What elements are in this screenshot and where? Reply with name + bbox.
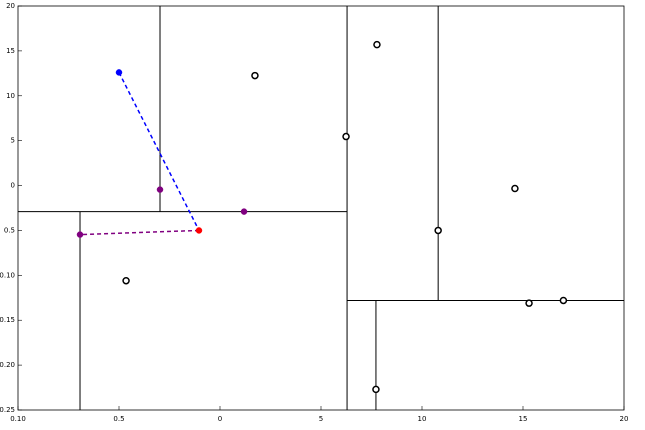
y-tick-label: 0: [11, 182, 15, 190]
point: [240, 208, 248, 215]
neighbor-link: [79, 229, 200, 236]
y-tick-label: 15: [6, 47, 15, 55]
x-tick-label: 0.10: [10, 415, 26, 423]
x-tick-label: 15: [519, 415, 528, 423]
y-tick-label: 0.5: [4, 226, 15, 234]
x-tick-label: 5: [319, 415, 323, 423]
x-tick-label: 20: [620, 415, 629, 423]
y-tick-label: 0.15: [0, 316, 15, 324]
x-tick-label: 0: [218, 415, 222, 423]
y-tick-label: 5: [11, 137, 15, 145]
point: [156, 186, 164, 193]
y-tick-label: 10: [6, 92, 15, 100]
point: [195, 227, 203, 234]
point: [559, 296, 568, 305]
x-tick-label: 10: [418, 415, 427, 423]
point: [122, 276, 130, 285]
y-tick-label: 0.25: [0, 406, 15, 414]
point: [372, 385, 380, 394]
y-tick-label: 0.10: [0, 271, 15, 279]
y-tick-label: 20: [6, 2, 15, 10]
neighbor-link: [118, 72, 200, 231]
point: [115, 69, 123, 76]
y-tick-label: 0.20: [0, 361, 15, 369]
point: [434, 226, 442, 235]
x-tick-label: 0.5: [113, 415, 124, 423]
point: [251, 71, 259, 80]
plot-frame: [17, 5, 625, 411]
point: [511, 184, 519, 193]
point: [76, 231, 84, 238]
point: [525, 299, 533, 307]
point: [342, 132, 350, 141]
point: [373, 40, 381, 49]
